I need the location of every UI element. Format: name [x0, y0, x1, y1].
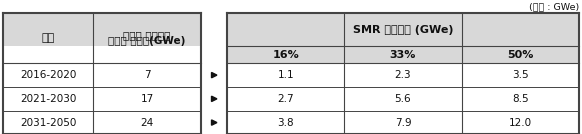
Bar: [227, 87, 579, 111]
Bar: [3, 111, 201, 134]
Bar: [227, 63, 579, 87]
Text: 7.9: 7.9: [395, 118, 411, 128]
Text: 12.0: 12.0: [509, 118, 532, 128]
Text: SMR 증설규모 (GWe): SMR 증설규모 (GWe): [353, 25, 453, 35]
Text: 24: 24: [140, 118, 154, 128]
Text: 3.8: 3.8: [278, 118, 294, 128]
Text: 2031-2050: 2031-2050: [20, 118, 76, 128]
Text: 16%: 16%: [272, 50, 299, 60]
Bar: [227, 13, 579, 46]
Text: 2021-2030: 2021-2030: [20, 94, 76, 104]
Text: 33%: 33%: [390, 50, 416, 60]
Text: 구분: 구분: [41, 33, 55, 43]
Text: 2.3: 2.3: [395, 70, 411, 80]
Bar: [93, 13, 201, 46]
Text: (단위 : GWe): (단위 : GWe): [529, 2, 579, 11]
Polygon shape: [211, 120, 217, 125]
Bar: [227, 111, 579, 134]
Text: 2016-2020: 2016-2020: [20, 70, 76, 80]
Text: 50%: 50%: [507, 50, 534, 60]
Text: 7: 7: [144, 70, 150, 80]
Text: 5.6: 5.6: [395, 94, 411, 104]
Text: 8.5: 8.5: [512, 94, 528, 104]
Text: 2.7: 2.7: [278, 94, 294, 104]
Text: 원자력 발전설비: 원자력 발전설비: [123, 30, 171, 40]
Bar: [3, 13, 93, 46]
Text: 연평균 증설량(GWe): 연평균 증설량(GWe): [108, 36, 186, 46]
Text: 1.1: 1.1: [278, 70, 294, 80]
Bar: [3, 63, 201, 87]
Bar: [227, 46, 579, 63]
Bar: [3, 87, 201, 111]
Polygon shape: [211, 72, 217, 78]
Polygon shape: [211, 96, 217, 102]
Text: 3.5: 3.5: [512, 70, 528, 80]
Text: 17: 17: [140, 94, 154, 104]
